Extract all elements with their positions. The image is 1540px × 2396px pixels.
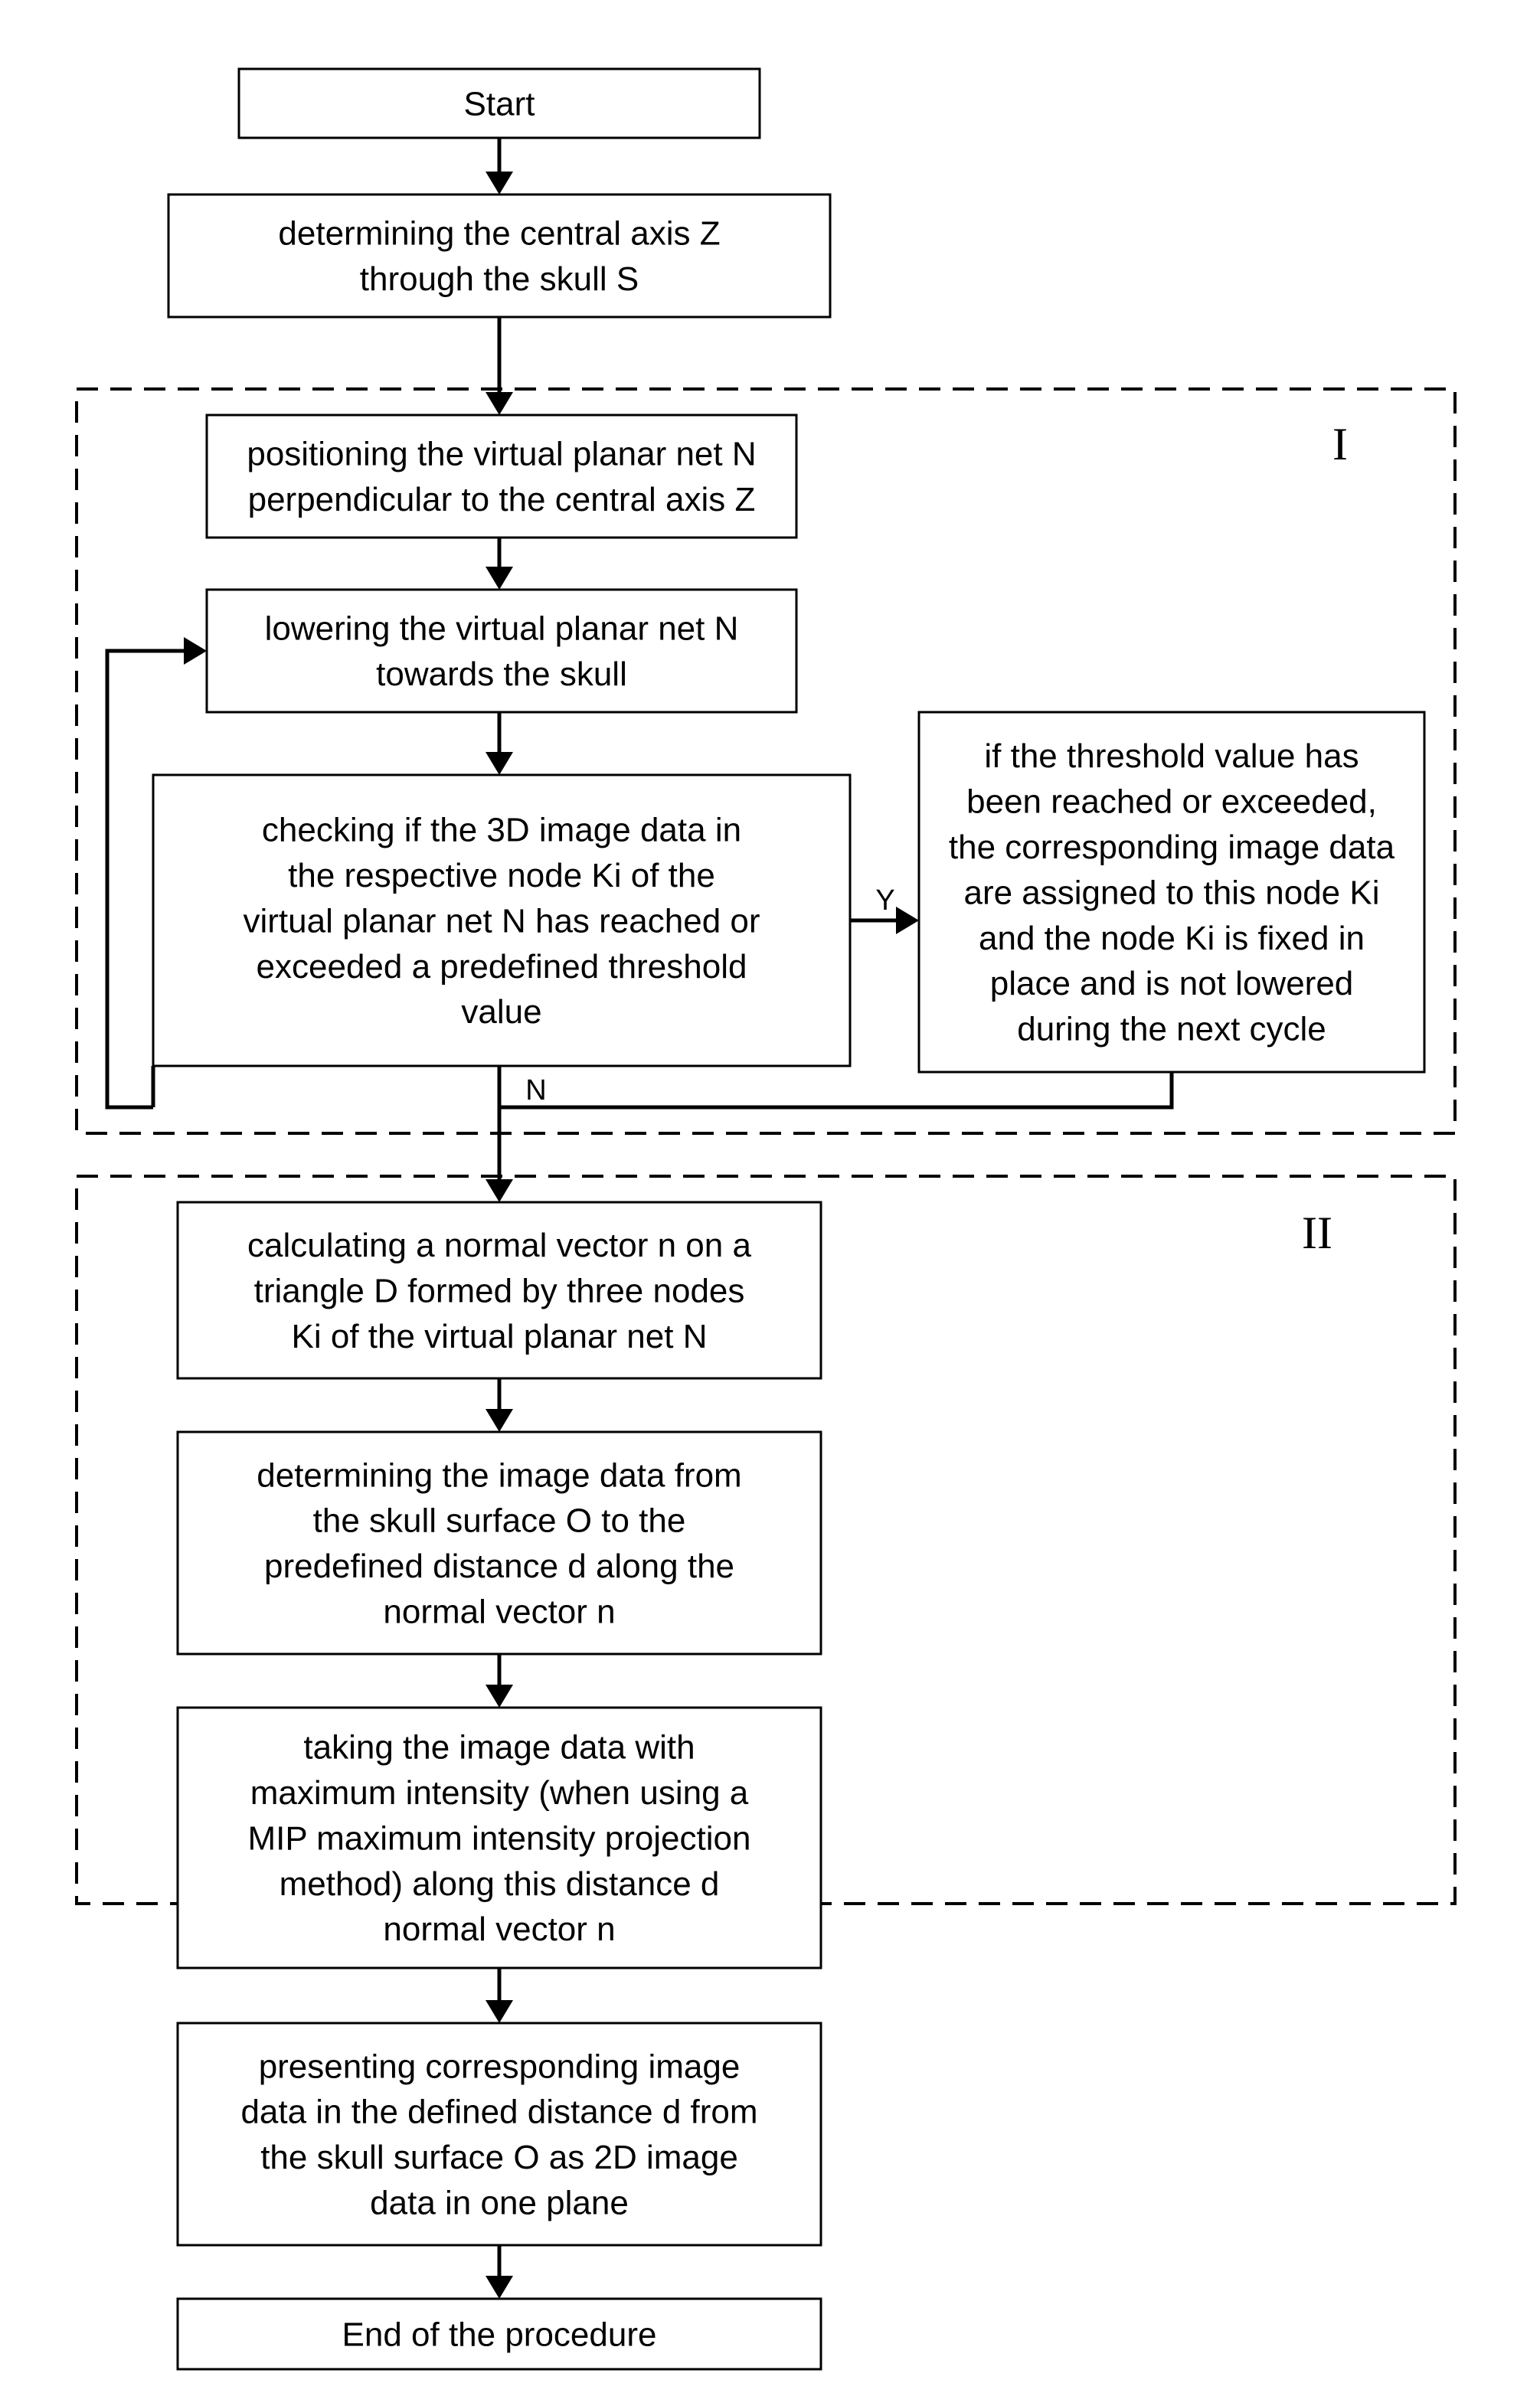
label-N: N: [525, 1074, 546, 1106]
text-maxint-line2: MIP maximum intensity projection: [248, 1819, 751, 1857]
text-present-line2: the skull surface O as 2D image: [260, 2139, 738, 2176]
text-positioning-line1: perpendicular to the central axis Z: [248, 481, 756, 518]
arrowhead-down: [486, 172, 513, 194]
text-threshold-line0: if the threshold value has: [984, 737, 1359, 775]
arrowhead-down: [486, 2000, 513, 2023]
text-checking-line2: virtual planar net N has reached or: [243, 902, 760, 940]
arrowhead-down: [486, 567, 513, 590]
arrowhead-down: [486, 2276, 513, 2299]
text-normal-line1: triangle D formed by three nodes: [254, 1272, 745, 1309]
arrowhead-down: [486, 1409, 513, 1432]
text-detimage-line2: predefined distance d along the: [264, 1548, 734, 1585]
text-present-line3: data in one plane: [370, 2185, 629, 2222]
text-normal-line0: calculating a normal vector n on a: [247, 1227, 751, 1264]
text-present-line0: presenting corresponding image: [259, 2048, 741, 2085]
text-threshold-line1: been reached or exceeded,: [966, 783, 1377, 821]
text-axis-line0: determining the central axis Z: [278, 215, 720, 253]
text-detimage-line1: the skull surface O to the: [313, 1502, 686, 1540]
text-threshold-line6: during the next cycle: [1017, 1011, 1326, 1048]
text-threshold-line5: place and is not lowered: [990, 965, 1354, 1002]
label-Y: Y: [875, 884, 894, 917]
text-threshold-line3: are assigned to this node Ki: [963, 874, 1379, 911]
arrowhead-down: [486, 1685, 513, 1708]
arrowhead-down: [486, 1179, 513, 1202]
text-start-line0: Start: [464, 85, 535, 123]
text-checking-line4: value: [461, 993, 541, 1031]
text-maxint-line0: taking the image data with: [303, 1729, 695, 1767]
arrow-threshold-merge: [499, 1072, 1172, 1107]
text-detimage-line3: normal vector n: [383, 1594, 615, 1631]
text-normal-line2: Ki of the virtual planar net N: [292, 1318, 708, 1355]
box-axis: [168, 194, 830, 317]
arrowhead-down: [486, 392, 513, 415]
text-threshold-line2: the corresponding image data: [949, 829, 1395, 866]
arrowhead-right: [896, 907, 919, 934]
text-end-line0: End of the procedure: [342, 2316, 657, 2353]
arrowhead-down: [486, 752, 513, 775]
container-label-II: II: [1302, 1208, 1332, 1258]
box-positioning: [207, 415, 796, 538]
container-label-I: I: [1332, 419, 1348, 469]
text-threshold-line4: and the node Ki is fixed in: [979, 920, 1365, 957]
box-lowering: [207, 590, 796, 712]
arrowhead-right: [184, 637, 207, 665]
text-detimage-line0: determining the image data from: [257, 1456, 741, 1494]
text-checking-line3: exceeded a predefined threshold: [257, 948, 747, 986]
text-lowering-line1: towards the skull: [376, 655, 627, 693]
text-checking-line0: checking if the 3D image data in: [262, 812, 741, 849]
text-lowering-line0: lowering the virtual planar net N: [265, 610, 739, 648]
text-positioning-line0: positioning the virtual planar net N: [247, 436, 756, 473]
text-present-line1: data in the defined distance d from: [240, 2094, 757, 2131]
text-checking-line1: the respective node Ki of the: [288, 857, 715, 894]
text-maxint-line1: maximum intensity (when using a: [250, 1774, 749, 1812]
text-axis-line1: through the skull S: [360, 260, 639, 298]
text-maxint-line4: normal vector n: [383, 1911, 615, 1948]
text-maxint-line3: method) along this distance d: [280, 1865, 720, 1903]
